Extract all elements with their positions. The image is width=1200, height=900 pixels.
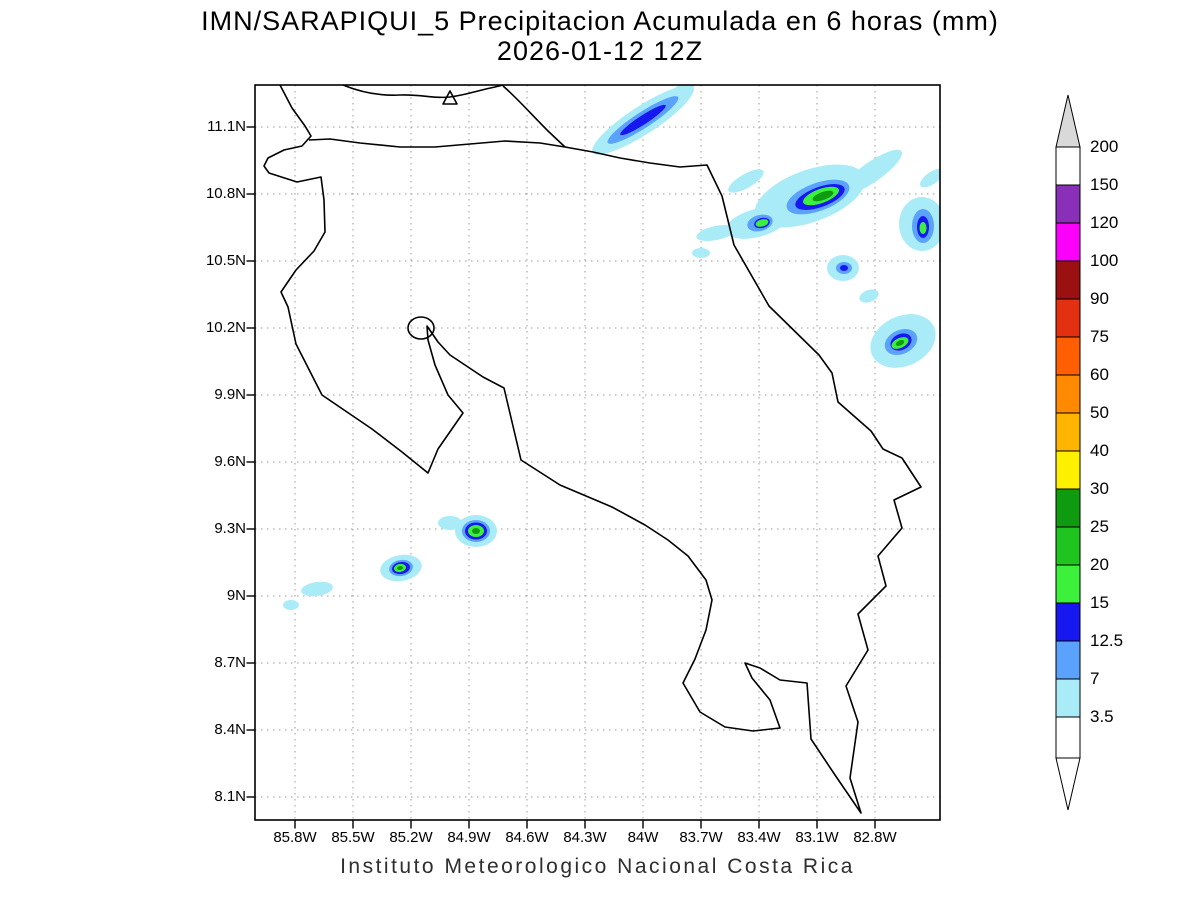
colorbar-label: 40 bbox=[1090, 441, 1109, 460]
x-axis-label: 84W bbox=[627, 829, 659, 846]
y-axis-label: 9N bbox=[226, 587, 246, 604]
colorbar bbox=[1055, 94, 1081, 811]
precip-layer-25mm bbox=[397, 190, 905, 571]
colorbar-segment bbox=[1055, 412, 1081, 452]
y-axis-label: 9.3N bbox=[214, 520, 246, 537]
costa-rica-coastline bbox=[263, 85, 922, 814]
y-axis-label: 8.7N bbox=[214, 654, 246, 671]
colorbar-segment bbox=[1055, 146, 1081, 186]
x-axis-label: 85.8W bbox=[273, 829, 317, 846]
colorbar-segment bbox=[1055, 260, 1081, 300]
colorbar-segment bbox=[1055, 184, 1081, 224]
colorbar-segment bbox=[1055, 450, 1081, 490]
colorbar-segment bbox=[1055, 716, 1081, 759]
x-axis-label: 83.1W bbox=[795, 829, 839, 846]
y-axis-label: 9.9N bbox=[214, 386, 246, 403]
colorbar-segment bbox=[1055, 488, 1081, 528]
colorbar-arrow-bottom bbox=[1055, 757, 1081, 811]
lake-island-triangle bbox=[442, 90, 458, 105]
plot-frame bbox=[254, 84, 941, 821]
y-axis-label: 10.2N bbox=[205, 319, 246, 336]
colorbar-segment bbox=[1055, 374, 1081, 414]
footer-institution: Instituto Meteorologico Nacional Costa R… bbox=[340, 855, 855, 878]
x-axis-label: 84.3W bbox=[563, 829, 607, 846]
colorbar-label: 60 bbox=[1090, 365, 1109, 384]
colorbar-label: 7 bbox=[1090, 669, 1100, 688]
coastline-borders bbox=[263, 85, 922, 814]
x-axis-label: 83.4W bbox=[737, 829, 781, 846]
y-axis-label: 8.4N bbox=[214, 721, 246, 738]
colorbar-segment bbox=[1055, 640, 1081, 680]
colorbar-segment bbox=[1055, 602, 1081, 642]
colorbar-label: 90 bbox=[1090, 289, 1109, 308]
precip-layer-15mm bbox=[394, 186, 927, 573]
y-axis-label: 11.1N bbox=[207, 118, 246, 135]
y-axis-label: 8.1N bbox=[214, 788, 246, 805]
colorbar-label: 20 bbox=[1090, 555, 1109, 574]
x-axis-label: 84.6W bbox=[505, 829, 549, 846]
colorbar-segment bbox=[1055, 678, 1081, 718]
colorbar-label: 150 bbox=[1090, 175, 1119, 194]
colorbar-arrow-top bbox=[1055, 94, 1081, 148]
map-datetime: 2026-01-12 12Z bbox=[496, 36, 704, 66]
colorbar-segment bbox=[1055, 298, 1081, 338]
san-juan-river bbox=[502, 85, 566, 148]
colorbar-segment bbox=[1055, 526, 1081, 566]
precip-layer-3.5mm bbox=[283, 85, 940, 610]
precip-layer-7mm bbox=[389, 96, 934, 577]
colorbar-label: 15 bbox=[1090, 593, 1109, 612]
colorbar-label: 30 bbox=[1090, 479, 1109, 498]
x-axis-label: 83.7W bbox=[679, 829, 723, 846]
colorbar-label: 25 bbox=[1090, 517, 1109, 536]
colorbar-label: 200 bbox=[1090, 137, 1119, 156]
lake-nicaragua-shore bbox=[342, 85, 504, 99]
x-axis-label: 85.2W bbox=[389, 829, 433, 846]
colorbar-segment bbox=[1055, 564, 1081, 604]
precipitation-shading bbox=[283, 85, 940, 610]
x-axis-label: 82.8W bbox=[853, 829, 897, 846]
y-axis-label: 10.8N bbox=[205, 185, 246, 202]
colorbar-label: 75 bbox=[1090, 327, 1109, 346]
colorbar-label: 120 bbox=[1090, 213, 1119, 232]
map-title: IMN/SARAPIQUI_5 Precipitacion Acumulada … bbox=[201, 6, 999, 36]
grid-lines bbox=[246, 85, 940, 829]
x-axis-label: 85.5W bbox=[331, 829, 375, 846]
colorbar-label: 3.5 bbox=[1090, 707, 1114, 726]
colorbar-label: 100 bbox=[1090, 251, 1119, 270]
x-axis-label: 84.9W bbox=[447, 829, 491, 846]
y-axis-label: 9.6N bbox=[214, 453, 246, 470]
colorbar-segment bbox=[1055, 336, 1081, 376]
colorbar-label: 12.5 bbox=[1090, 631, 1124, 650]
isla-chira-outline bbox=[407, 316, 435, 340]
colorbar-label: 50 bbox=[1090, 403, 1109, 422]
y-axis-label: 10.5N bbox=[205, 252, 246, 269]
colorbar-segment bbox=[1055, 222, 1081, 262]
